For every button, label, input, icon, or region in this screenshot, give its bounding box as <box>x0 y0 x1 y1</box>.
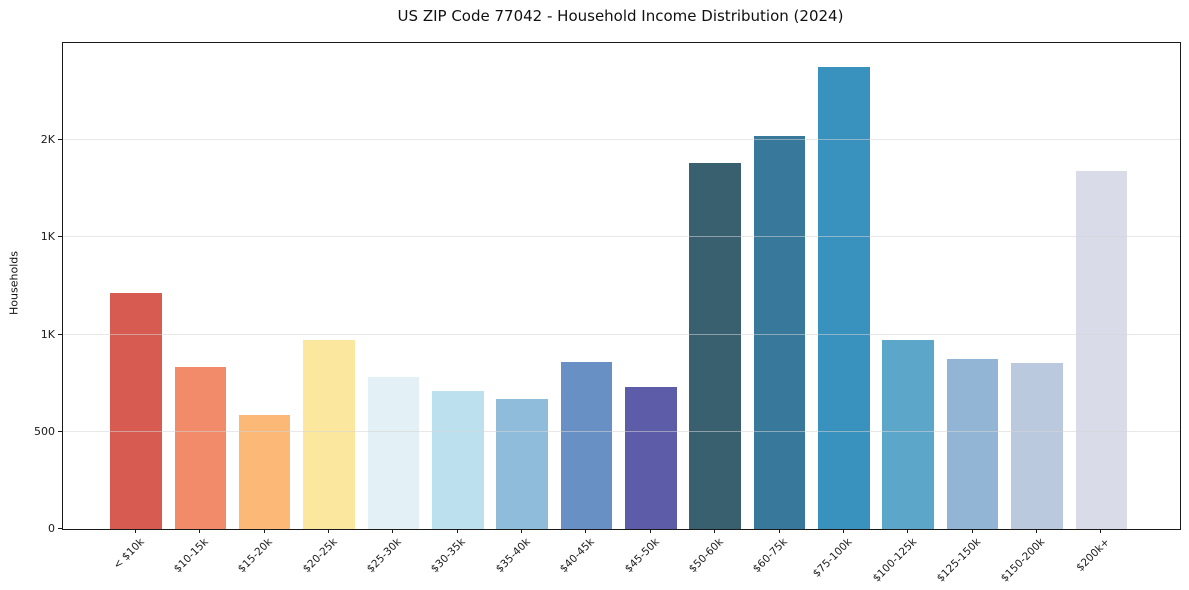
y-tick-mark <box>58 139 62 141</box>
x-tick-mark <box>135 529 136 533</box>
x-tick-label-text: $10-15k <box>171 536 211 576</box>
x-tick-mark <box>842 529 844 533</box>
x-tick-label-text: $15-20k <box>236 536 276 576</box>
plot-area <box>62 42 1181 530</box>
bar <box>303 340 355 529</box>
x-tick-mark <box>649 529 651 533</box>
x-tick-label-text: $35-40k <box>493 536 533 576</box>
x-tick-mark <box>1100 529 1102 533</box>
bar <box>496 399 548 529</box>
x-tick-mark <box>263 529 265 533</box>
y-tick-label: 1K <box>40 327 55 341</box>
x-tick-label-text: $75-100k <box>810 536 855 580</box>
x-tick-label-text: $25-30k <box>364 536 404 576</box>
x-tick-mark <box>328 529 330 533</box>
chart-title: US ZIP Code 77042 - Household Income Dis… <box>397 7 844 25</box>
bar <box>1011 363 1063 529</box>
bar <box>946 358 999 529</box>
x-tick-mark <box>521 529 523 533</box>
y-tick-label: 0 <box>48 522 55 535</box>
x-tick-label-text: $150-200k <box>998 536 1048 585</box>
x-tick-label-text: $30-35k <box>429 536 469 576</box>
x-tick-label-text: $125-150k <box>934 536 984 585</box>
y-tick-label: 500 <box>34 424 55 438</box>
x-tick-label-text: $50-60k <box>686 536 726 576</box>
y-axis-label-text: Households <box>7 251 21 315</box>
bar <box>367 377 420 529</box>
bar <box>238 415 291 529</box>
x-tick-label-text: $100-125k <box>870 536 919 585</box>
bar <box>689 162 741 529</box>
bar <box>1075 171 1127 529</box>
bar <box>818 67 870 529</box>
bar <box>882 340 934 529</box>
x-tick-label-text: $20-25k <box>300 536 340 576</box>
x-tick-label-text: $40-45k <box>557 536 597 576</box>
bar <box>174 366 227 529</box>
x-tick-mark <box>1035 529 1037 533</box>
y-tick-label: 2K <box>40 133 55 147</box>
x-tick-mark <box>199 529 201 533</box>
x-tick-label-text: < $10k <box>110 536 147 572</box>
x-tick-mark <box>778 529 780 533</box>
x-tick-label-text: $200k+ <box>1073 536 1112 574</box>
x-tick-mark <box>971 529 973 533</box>
y-tick-mark <box>58 236 62 238</box>
bar <box>625 387 677 529</box>
y-tick-mark <box>58 430 62 432</box>
bar <box>432 391 484 529</box>
y-tick-label: 1K <box>40 230 55 244</box>
y-tick-mark <box>58 333 62 335</box>
x-tick-mark <box>392 529 394 533</box>
y-tick-mark <box>58 528 62 529</box>
x-tick-mark <box>714 529 716 533</box>
x-tick-label-text: $60-75k <box>750 536 790 576</box>
bar <box>753 136 806 529</box>
bar <box>110 292 162 529</box>
bar <box>560 361 613 529</box>
x-tick-label-text: $45-50k <box>622 536 662 576</box>
x-tick-mark <box>456 529 458 533</box>
x-tick-mark <box>907 529 909 533</box>
bars-layer <box>63 43 1180 529</box>
x-tick-mark <box>585 529 587 533</box>
